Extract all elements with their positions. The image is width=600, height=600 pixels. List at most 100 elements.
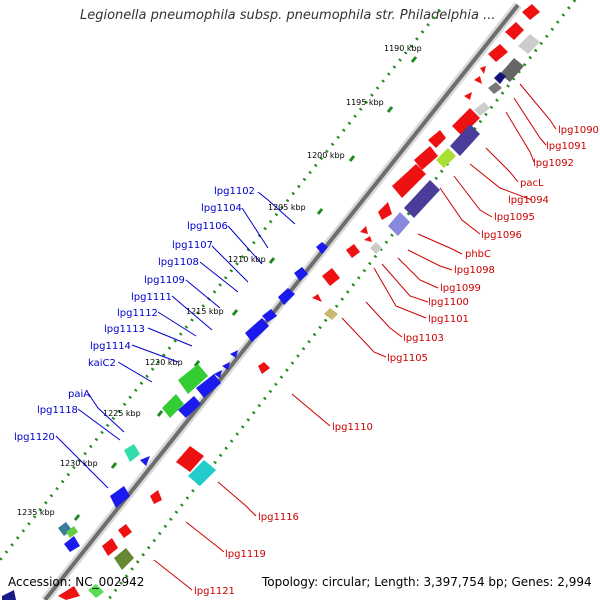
scale-label-1235: 1235 kbp <box>17 508 55 517</box>
gene-label-kaiC2: kaiC2 <box>88 358 116 369</box>
gene-feature-top-c[interactable] <box>518 34 540 54</box>
gene-feature-lpg1110a[interactable] <box>322 268 340 286</box>
gene-feature-lpg1100[interactable] <box>414 146 438 170</box>
gene-feature-lpg1112[interactable] <box>214 370 222 378</box>
forward-strand-genes <box>2 242 328 600</box>
right-gene-labels: lpg1090 lpg1091 lpg1092 pacL lpg1094 lpg… <box>194 125 599 597</box>
gene-feature-lpg1120[interactable] <box>110 486 130 508</box>
gene-feature-lpg1108[interactable] <box>245 318 269 342</box>
gene-feature-lpg1105c[interactable] <box>364 236 372 242</box>
gene-feature-lpg1114[interactable] <box>178 396 201 418</box>
right-leader-lines <box>153 83 557 591</box>
gene-label-lpg1113: lpg1113 <box>104 324 145 335</box>
gene-feature-lpg1116a[interactable] <box>176 446 204 472</box>
gene-label-lpg1098: lpg1098 <box>454 265 495 276</box>
gene-feature-left-c[interactable] <box>66 526 78 538</box>
gene-feature-lpg1121[interactable] <box>114 548 134 570</box>
gene-feature-lpg1121c[interactable] <box>88 584 104 598</box>
gene-label-lpg1118: lpg1118 <box>37 405 78 416</box>
map-title: Legionella pneumophila subsp. pneumophil… <box>80 8 496 23</box>
scale-label-1225: 1225 kbp <box>103 409 141 418</box>
gene-feature-lpg1121b[interactable] <box>58 586 80 600</box>
gene-feature-top-a[interactable] <box>522 4 540 20</box>
accession-text: Accession: NC_002942 <box>8 575 145 589</box>
scale-label-1190: 1190 kbp <box>384 44 422 53</box>
gene-label-lpg1121: lpg1121 <box>194 586 235 597</box>
gene-feature-lpg1111[interactable] <box>222 362 230 370</box>
gene-feature-lpg1116[interactable] <box>188 460 216 486</box>
gene-feature-lpg1110c[interactable] <box>324 308 338 320</box>
gene-feature-lpg1121a[interactable] <box>102 538 118 556</box>
scale-label-1230: 1230 kbp <box>60 459 98 468</box>
gene-feature-lpg1103a[interactable] <box>404 180 440 218</box>
left-gene-labels: lpg1102 lpg1104 lpg1106 lpg1107 lpg1108 … <box>14 186 255 443</box>
gene-label-lpg1110: lpg1110 <box>332 422 373 433</box>
gene-feature-top-d[interactable] <box>488 44 508 62</box>
gene-feature-lpg1110[interactable] <box>258 362 270 374</box>
topology-text: Topology: circular; Length: 3,397,754 bp… <box>262 575 592 589</box>
gene-feature-lpg1104[interactable] <box>294 267 308 281</box>
gene-label-lpg1092: lpg1092 <box>533 158 574 169</box>
gene-feature-lpg1095[interactable] <box>464 92 472 100</box>
gene-feature-lpg1092[interactable] <box>494 72 506 84</box>
gene-label-lpg1103: lpg1103 <box>403 333 444 344</box>
gene-label-lpg1114: lpg1114 <box>90 341 131 352</box>
gene-label-lpg1100: lpg1100 <box>428 297 469 308</box>
gene-feature-paiA[interactable] <box>162 394 184 418</box>
gene-feature-lpg1099[interactable] <box>436 148 456 168</box>
gene-label-lpg1091: lpg1091 <box>546 141 587 152</box>
gene-feature-lpg1113[interactable] <box>196 374 221 398</box>
gene-feature-lpg1105e[interactable] <box>346 244 360 258</box>
gene-feature-lpg1106[interactable] <box>278 288 295 305</box>
gene-feature-lpg1107[interactable] <box>262 309 277 322</box>
gene-feature-lpg1094[interactable] <box>474 76 482 84</box>
gene-label-lpg1104: lpg1104 <box>201 203 242 214</box>
gene-label-lpg1101: lpg1101 <box>428 314 469 325</box>
gene-feature-left-b[interactable] <box>64 536 80 552</box>
gene-label-lpg1119: lpg1119 <box>225 549 266 560</box>
gene-feature-lpg1109[interactable] <box>230 350 238 358</box>
gene-feature-pacL-a[interactable] <box>488 82 502 94</box>
gene-feature-lpg1118[interactable] <box>124 444 140 462</box>
gene-label-lpg1111: lpg1111 <box>131 292 172 303</box>
gene-feature-lpg1105d[interactable] <box>370 242 382 254</box>
gene-feature-lpg1105[interactable] <box>388 212 410 236</box>
gene-feature-phbC[interactable] <box>450 124 480 156</box>
gene-feature-kaiC2[interactable] <box>178 364 208 394</box>
gene-feature-lpg1096a[interactable] <box>474 102 490 116</box>
gene-label-lpg1108: lpg1108 <box>158 257 199 268</box>
gene-label-lpg1099: lpg1099 <box>440 283 481 294</box>
gene-label-lpg1102: lpg1102 <box>214 186 255 197</box>
gene-label-lpg1106: lpg1106 <box>187 221 228 232</box>
left-leader-lines <box>55 191 296 489</box>
scale-label-1205: 1205 kbp <box>268 203 306 212</box>
gene-feature-lpg1102[interactable] <box>316 242 328 254</box>
gene-label-lpg1094: lpg1094 <box>508 195 549 206</box>
gene-feature-lpg1118b[interactable] <box>140 456 150 466</box>
gene-feature-lpg1098[interactable] <box>428 130 446 148</box>
gene-feature-left-d[interactable] <box>2 590 16 600</box>
gene-feature-lpg1101[interactable] <box>392 164 426 198</box>
gene-feature-lpg1103[interactable] <box>378 202 392 220</box>
gene-feature-lpg1110b[interactable] <box>312 294 322 302</box>
gene-label-lpg1112: lpg1112 <box>117 308 158 319</box>
gene-label-phbC: phbC <box>465 249 491 260</box>
gene-feature-lpg1105b[interactable] <box>360 226 368 234</box>
scale-label-1195: 1195 kbp <box>346 98 384 107</box>
scale-label-1210: 1210 kbp <box>228 255 266 264</box>
gene-feature-top-b[interactable] <box>505 22 524 40</box>
gene-label-pacL: pacL <box>520 178 544 189</box>
gene-feature-lpg1096[interactable] <box>452 108 480 136</box>
scale-label-1220: 1220 kbp <box>145 358 183 367</box>
gene-feature-lpg1091[interactable] <box>480 66 486 74</box>
scale-label-1215: 1215 kbp <box>186 307 224 316</box>
gene-label-lpg1090: lpg1090 <box>558 125 599 136</box>
gene-feature-lpg1119[interactable] <box>118 524 132 538</box>
gene-label-lpg1109: lpg1109 <box>144 275 185 286</box>
gene-label-lpg1116: lpg1116 <box>258 512 299 523</box>
scale-labels: 1190 kbp 1195 kbp 1200 kbp 1205 kbp 1210… <box>17 44 422 517</box>
gene-feature-lpg1119a[interactable] <box>150 490 162 504</box>
gc-content-tracks <box>0 0 577 600</box>
